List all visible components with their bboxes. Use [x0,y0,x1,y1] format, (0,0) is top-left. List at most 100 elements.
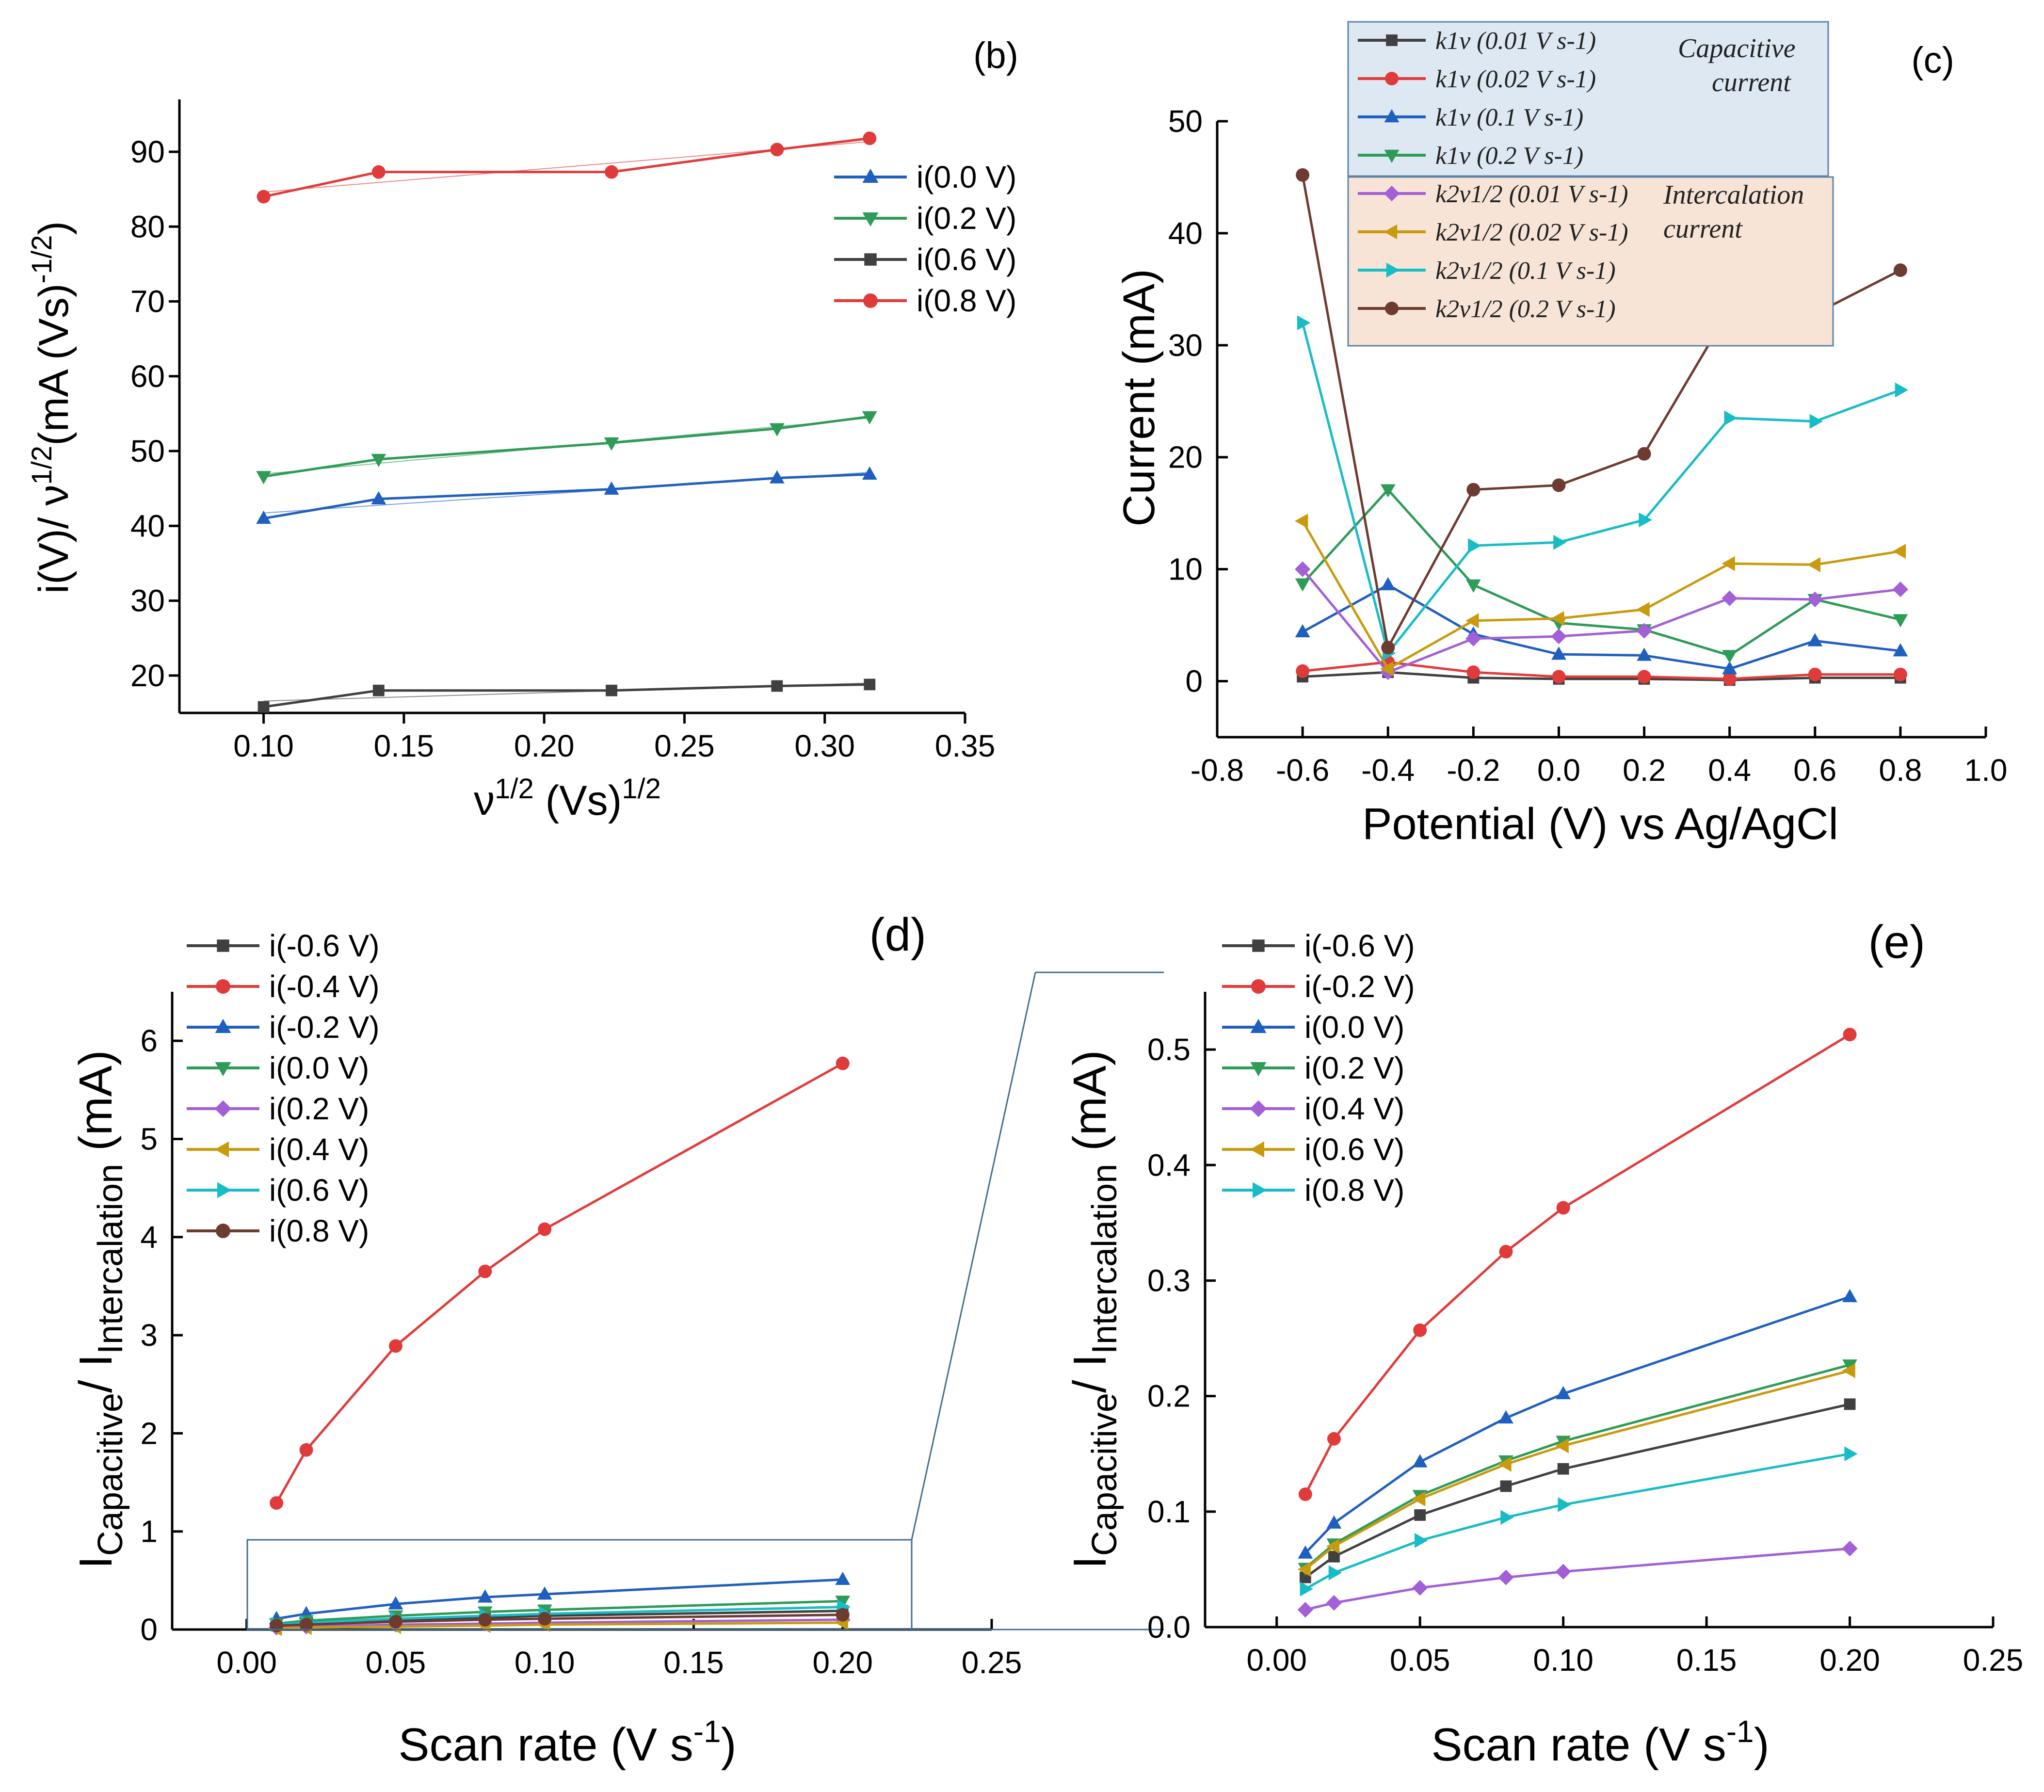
data-point [836,1056,850,1070]
y-tick-label: 40 [130,508,165,543]
data-point [1297,1602,1313,1618]
legend-marker [215,1018,231,1033]
data-point [1557,1463,1569,1475]
y-tick-label: 80 [130,209,165,244]
legend-marker [1385,72,1399,85]
data-point [1381,641,1395,655]
data-point [1893,614,1908,628]
legend-entry: i(-0.6 V) [269,928,380,963]
x-tick-label: 0.25 [654,728,715,763]
panel-label: (b) [973,35,1018,76]
series-c-4 [1295,561,1908,680]
legend-entry: i(0.8 V) [269,1213,369,1248]
data-point [371,491,386,504]
y-tick-label: 20 [130,658,165,693]
series-d-2 [269,1571,851,1624]
series-line [1304,1453,1850,1590]
data-point [835,1596,851,1609]
series-line [276,1578,843,1620]
data-point [1498,1569,1514,1585]
data-point [1842,1289,1857,1302]
data-point [1893,667,1907,681]
legend-marker [864,253,877,266]
legend-entry: i(0.2 V) [917,201,1016,236]
data-point [1414,1509,1426,1521]
data-point [1326,1515,1342,1529]
legend-marker [862,168,879,183]
data-point [1809,414,1823,429]
y-tick-label: 0.1 [1147,1494,1191,1529]
series-line [1302,568,1901,674]
legend-marker [1250,1141,1264,1158]
legend-group-label: current [1663,214,1743,244]
data-point [1297,315,1311,331]
data-point [1465,613,1479,629]
legend-entry: i(-0.6 V) [1304,928,1415,963]
y-tick-label: 50 [1168,104,1203,139]
x-axis-title: ν1/2 (Vs)1/2 [474,773,661,824]
data-point [1842,1359,1857,1373]
data-point [270,1496,284,1510]
legend-marker [217,939,229,952]
legend-marker [1384,149,1400,163]
zoom-connector [911,972,1036,1540]
data-point [1724,410,1738,426]
y-tick-label: 0.4 [1147,1147,1191,1182]
data-point [1553,534,1567,550]
series-line [1302,671,1900,681]
y-axis-title: ICapacitive/ IIntercalation (mA) [1064,1050,1124,1569]
data-point [1551,611,1564,626]
legend-entry: k1ν (0.02 V s-1) [1435,65,1596,93]
y-tick-label: 4 [140,1220,158,1255]
data-point [605,165,618,179]
legend-marker [1386,262,1400,278]
data-point [1636,623,1652,639]
data-point [1412,1491,1426,1507]
legend-marker [1250,1100,1267,1117]
legend-entry: i(0.0 V) [917,160,1016,194]
legend-marker [1251,979,1266,994]
chart-panel-b: 0.10 0.15 0.20 0.25 0.30 0.35 20 30 40 50 60 70 80 90… [26,35,1018,824]
y-tick-label: 40 [1168,216,1203,251]
chart-panel-c: -0.8 -0.6 -0.4 -0.2 0.0 0.2 0.4 0.6 0.8 1.0 0 10 20 3… [1114,21,2007,849]
series-e-5 [1297,1363,1855,1577]
data-point [388,1614,402,1629]
data-point [1296,168,1310,182]
data-point [372,684,385,696]
data-point [1500,1480,1512,1492]
legend-marker [1250,1018,1267,1033]
legend-marker [215,1062,231,1077]
data-point [1380,484,1396,498]
data-point [1551,646,1566,660]
data-point [371,453,386,468]
x-tick-label: 0.30 [794,728,855,763]
data-point [769,423,785,436]
legend-group-label: Capacitive [1678,33,1796,64]
data-point [1722,650,1738,663]
x-axis-title: Scan rate (V s-1) [1431,1714,1769,1771]
data-point [1842,1540,1858,1557]
data-point [1498,1410,1513,1424]
data-point [1327,1432,1341,1446]
x-tick-label: 0.8 [1879,753,1922,788]
data-point [256,510,271,524]
x-tick-label: 0.15 [374,728,435,763]
x-tick-label: 0.20 [812,1645,873,1680]
data-point [388,1596,403,1610]
data-point [1844,1446,1858,1462]
legend-group-label: current [1712,67,1791,97]
legend-entry: i(0.8 V) [917,283,1016,318]
data-point [1552,670,1566,684]
data-point [769,470,785,484]
series-line [1302,583,1901,670]
legend-entry: i(0.6 V) [1304,1132,1404,1167]
data-point [1722,590,1738,606]
y-tick-label: 60 [130,359,165,394]
data-point [1498,1456,1512,1472]
data-point [477,1589,493,1603]
x-tick-label: 0.25 [962,1645,1022,1680]
x-tick-label: -0.2 [1447,753,1500,788]
y-tick-label: 0 [1185,664,1203,699]
series-e-6 [1300,1446,1858,1597]
